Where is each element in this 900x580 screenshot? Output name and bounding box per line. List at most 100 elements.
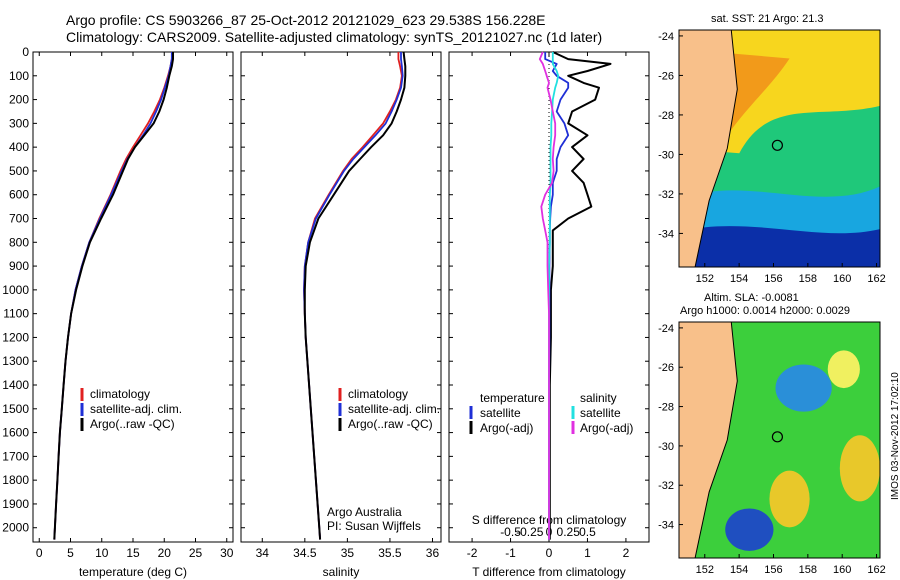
legend-label: Argo(-adj) <box>480 421 533 435</box>
x-tick-label-S: 0.25 <box>557 525 581 539</box>
note-line-2: PI: Susan Wijffels <box>327 519 421 533</box>
low-eddy <box>725 508 774 551</box>
note-line-1: Argo Australia <box>327 505 402 519</box>
sla-map-field <box>679 322 880 558</box>
legend-label: Argo(..raw -QC) <box>348 417 433 431</box>
sla-map-title-2: Argo h1000: 0.0014 h2000: 0.0029 <box>680 305 851 317</box>
x-tick-label: 5 <box>67 546 74 560</box>
x-tick-label-T: -1 <box>505 546 516 560</box>
cold-band <box>679 226 880 267</box>
x-tick-label: 20 <box>158 546 172 560</box>
depth-tick-label: 1200 <box>2 330 29 344</box>
legend-label: satellite-adj. clim. <box>348 402 440 416</box>
x-tick-label: 34 <box>256 546 270 560</box>
x-axis-label: salinity <box>323 565 360 579</box>
lat-tick-label: -32 <box>658 189 674 201</box>
x-axis-label-bottom: T difference from climatology <box>472 565 626 579</box>
depth-tick-label: 0 <box>22 45 29 59</box>
x-tick-label-T: 2 <box>623 546 630 560</box>
series-line-2 <box>303 51 407 540</box>
legend-label: climatology <box>90 387 150 401</box>
x-tick-label: 35.5 <box>378 546 402 560</box>
x-tick-label: 34.5 <box>293 546 317 560</box>
sst-map: -24 -26 -28 -30 -32 -34 152 154 156 158 160 162 <box>658 29 886 285</box>
low-eddy <box>775 364 832 412</box>
legend-title-salinity: salinity <box>580 391 617 405</box>
lat-tick-label: -24 <box>658 31 674 43</box>
depth-tick-label: 1400 <box>2 378 29 392</box>
depth-tick-label: 200 <box>9 93 29 107</box>
title-line-1: Argo profile: CS 5903266_87 25-Oct-2012 … <box>66 12 546 28</box>
depth-tick-label: 1500 <box>2 402 29 416</box>
legend-label: climatology <box>348 387 408 401</box>
legend-label: Argo(..raw -QC) <box>90 417 175 431</box>
lon-tick-label: 160 <box>833 564 851 576</box>
x-tick-label-T: 0 <box>546 546 553 560</box>
legend-title-temperature: temperature <box>480 391 545 405</box>
series-line-1 <box>303 52 404 540</box>
lon-tick-label: 156 <box>764 564 782 576</box>
series-line-2 <box>53 52 174 540</box>
depth-tick-label: 1900 <box>2 497 29 511</box>
sla-map: -24 -26 -28 -30 -32 -34 152 154 156 158 160 162 <box>658 321 886 576</box>
diff-series-3 <box>538 51 557 540</box>
lat-tick-label: -28 <box>658 110 674 122</box>
series-line-1 <box>53 52 173 540</box>
x-tick-label-S: -0.5 <box>500 525 521 539</box>
depth-tick-label: 1100 <box>3 307 29 321</box>
x-tick-label-S: -0.25 <box>516 525 544 539</box>
depth-tick-label: 500 <box>9 164 29 178</box>
lat-tick-label: -26 <box>658 70 674 82</box>
lat-tick-label: -34 <box>658 228 674 240</box>
sst-map-title: sat. SST: 21 Argo: 21.3 <box>711 13 824 25</box>
depth-tick-label: 300 <box>9 116 29 130</box>
x-axis-label: temperature (deg C) <box>79 565 187 579</box>
title-line-2: Climatology: CARS2009. Satellite-adjuste… <box>66 29 603 45</box>
lat-tick-label: -24 <box>658 323 674 335</box>
depth-tick-label: 1300 <box>2 354 29 368</box>
depth-tick-label: 800 <box>9 235 29 249</box>
diff-series-0 <box>548 51 612 540</box>
map-frame <box>678 29 881 268</box>
high-eddy <box>839 435 880 502</box>
x-tick-label: 36 <box>426 546 440 560</box>
lat-tick-label: -34 <box>658 520 674 532</box>
lon-tick-label: 154 <box>730 273 748 285</box>
panel-frame-salinity <box>240 51 442 543</box>
depth-tick-label: 400 <box>9 140 29 154</box>
x-tick-label: 10 <box>95 546 109 560</box>
lon-tick-label: 152 <box>696 564 714 576</box>
lon-tick-label: 152 <box>696 273 714 285</box>
lon-tick-label: 162 <box>867 273 885 285</box>
depth-tick-label: 1000 <box>2 283 29 297</box>
lon-tick-label: 162 <box>867 564 885 576</box>
high-eddy <box>769 470 810 528</box>
sla-map-title-1: Altim. SLA: -0.0081 <box>704 292 799 304</box>
x-tick-label: 30 <box>220 546 234 560</box>
depth-tick-label: 1600 <box>2 426 29 440</box>
x-tick-label: 35 <box>341 546 355 560</box>
depth-tick-label: 1800 <box>2 473 29 487</box>
legend-label: Argo(-adj) <box>580 421 633 435</box>
series-line-0 <box>53 51 174 540</box>
x-tick-label-T: 1 <box>584 546 591 560</box>
series-line-0 <box>303 52 403 540</box>
depth-tick-label: 1700 <box>2 449 29 463</box>
x-tick-label: 15 <box>126 546 140 560</box>
legend-label: satellite-adj. clim. <box>90 402 182 416</box>
lon-tick-label: 160 <box>833 273 851 285</box>
depth-tick-label: 600 <box>9 188 29 202</box>
lon-tick-label: 158 <box>799 564 817 576</box>
lat-tick-label: -28 <box>658 402 674 414</box>
x-tick-label: 25 <box>189 546 203 560</box>
depth-tick-label: 2000 <box>2 521 29 535</box>
legend-label: satellite <box>580 406 621 420</box>
lat-tick-label: -32 <box>658 480 674 492</box>
depth-tick-label: 700 <box>9 212 29 226</box>
lat-tick-label: -26 <box>658 362 674 374</box>
depth-tick-label: 900 <box>9 259 29 273</box>
x-tick-label-T: -2 <box>467 546 478 560</box>
lon-tick-label: 156 <box>764 273 782 285</box>
